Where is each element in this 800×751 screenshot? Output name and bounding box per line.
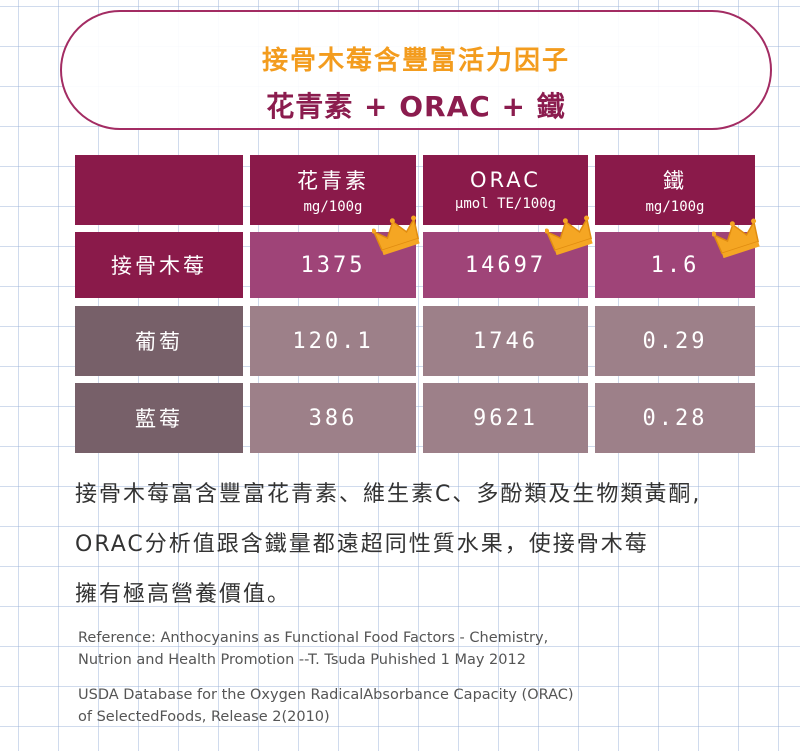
column-header-orac: ORAC µmol TE/100g — [423, 155, 588, 225]
crown-icon — [545, 215, 593, 255]
column-header-name: ORAC — [470, 168, 541, 192]
title-line-2: 花青素 + ORAC + 鐵 — [266, 90, 566, 123]
reference-line: Nutrion and Health Promotion --T. Tsuda … — [78, 652, 526, 668]
column-header-unit: mg/100g — [303, 199, 363, 215]
column-header-name: 花青素 — [297, 169, 369, 193]
table-cell: 386 — [250, 383, 416, 453]
description-line: 接骨木莓富含豐富花青素、維生素C、多酚類及生物類黃酮, — [75, 482, 702, 507]
description-line: ORAC分析值跟含鐵量都遠超同性質水果，使接骨木莓 — [75, 532, 649, 557]
reference-2: USDA Database for the Oxygen RadicalAbso… — [78, 684, 778, 728]
table-cell: 0.29 — [595, 306, 755, 376]
description-text: 接骨木莓富含豐富花青素、維生素C、多酚類及生物類黃酮, ORAC分析值跟含鐵量都… — [75, 470, 775, 620]
reference-1: Reference: Anthocyanins as Functional Fo… — [78, 627, 778, 671]
crown-icon — [712, 218, 760, 258]
crown-icon — [372, 215, 420, 255]
table-corner-cell — [75, 155, 243, 225]
row-label-grape: 葡萄 — [75, 306, 243, 376]
table-cell: 120.1 — [250, 306, 416, 376]
table-cell: 0.28 — [595, 383, 755, 453]
reference-line: USDA Database for the Oxygen RadicalAbso… — [78, 687, 574, 703]
description-line: 擁有極高營養價值。 — [75, 582, 292, 607]
reference-line: Reference: Anthocyanins as Functional Fo… — [78, 630, 549, 646]
reference-line: of SelectedFoods, Release 2(2010) — [78, 709, 330, 725]
table-cell: 1746 — [423, 306, 588, 376]
title-line-1: 接骨木莓含豐富活力因子 — [261, 46, 570, 76]
column-header-anthocyanin: 花青素 mg/100g — [250, 155, 416, 225]
row-label-elderberry: 接骨木莓 — [75, 232, 243, 298]
column-header-unit: µmol TE/100g — [454, 196, 557, 212]
column-header-iron: 鐵 mg/100g — [595, 155, 755, 225]
title-banner: 接骨木莓含豐富活力因子 花青素 + ORAC + 鐵 — [60, 10, 772, 130]
column-header-unit: mg/100g — [645, 199, 705, 215]
row-label-blueberry: 藍莓 — [75, 383, 243, 453]
column-header-name: 鐵 — [663, 169, 687, 193]
table-cell: 9621 — [423, 383, 588, 453]
